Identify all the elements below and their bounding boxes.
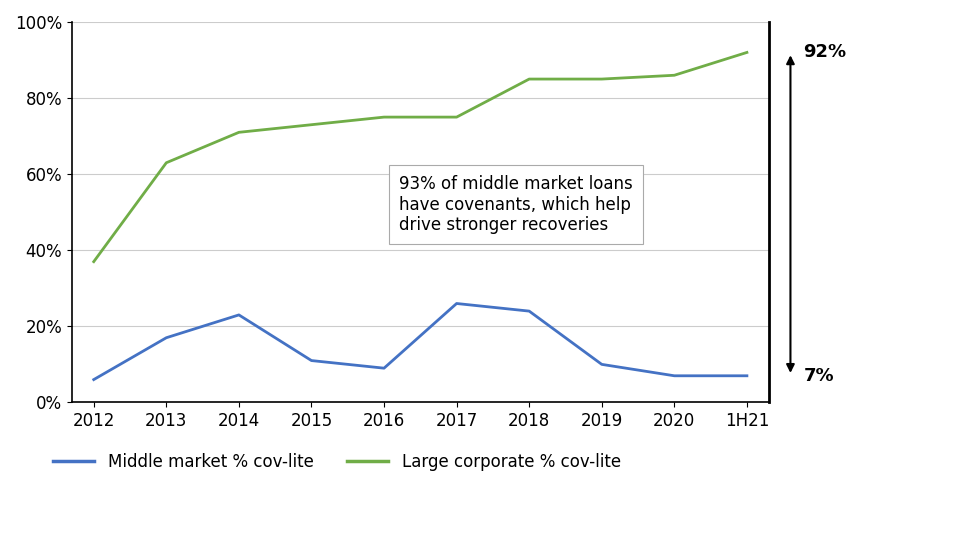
- Legend: Middle market % cov-lite, Large corporate % cov-lite: Middle market % cov-lite, Large corporat…: [46, 446, 628, 478]
- Text: 93% of middle market loans
have covenants, which help
drive stronger recoveries: 93% of middle market loans have covenant…: [399, 175, 634, 234]
- Text: 7%: 7%: [804, 367, 834, 385]
- Text: 92%: 92%: [804, 44, 847, 62]
